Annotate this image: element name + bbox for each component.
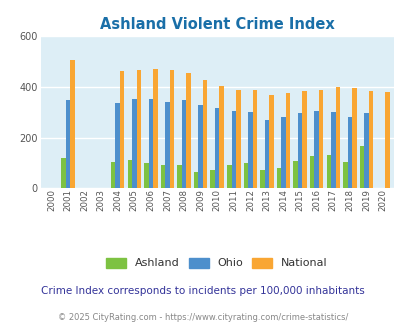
Bar [198,105,202,188]
Bar [359,147,363,188]
Bar [61,158,66,188]
Bar [226,165,231,188]
Bar [111,161,115,188]
Bar [326,155,330,188]
Bar [127,160,132,188]
Bar [276,168,281,188]
Bar [144,163,148,188]
Bar [243,163,247,188]
Bar [293,161,297,188]
Bar [309,156,314,188]
Bar [119,71,124,188]
Bar [347,117,351,188]
Bar [115,103,119,188]
Text: © 2025 CityRating.com - https://www.cityrating.com/crime-statistics/: © 2025 CityRating.com - https://www.city… [58,313,347,322]
Bar [285,93,290,188]
Bar [318,90,323,188]
Bar [169,70,174,188]
Bar [70,60,75,188]
Bar [335,87,339,188]
Bar [269,95,273,188]
Bar [194,172,198,188]
Bar [186,73,190,188]
Bar [302,91,306,188]
Bar [181,100,186,188]
Bar [281,117,285,188]
Bar [363,114,368,188]
Bar [210,170,214,188]
Bar [297,114,302,188]
Bar [132,99,136,188]
Bar [330,112,335,188]
Bar [252,90,256,188]
Bar [219,85,224,188]
Bar [264,120,269,188]
Title: Ashland Violent Crime Index: Ashland Violent Crime Index [100,17,334,32]
Bar [368,91,372,188]
Bar [177,165,181,188]
Bar [247,112,252,188]
Bar [148,99,153,188]
Bar [351,88,356,188]
Bar [342,162,347,188]
Bar [66,100,70,188]
Bar [202,80,207,188]
Bar [231,111,235,188]
Text: Crime Index corresponds to incidents per 100,000 inhabitants: Crime Index corresponds to incidents per… [41,286,364,296]
Bar [384,92,389,188]
Bar [165,102,169,188]
Bar [160,165,165,188]
Bar [136,70,141,188]
Bar [214,108,219,188]
Bar [235,90,240,188]
Bar [153,69,157,188]
Legend: Ashland, Ohio, National: Ashland, Ohio, National [103,254,330,272]
Bar [260,170,264,188]
Bar [314,112,318,188]
